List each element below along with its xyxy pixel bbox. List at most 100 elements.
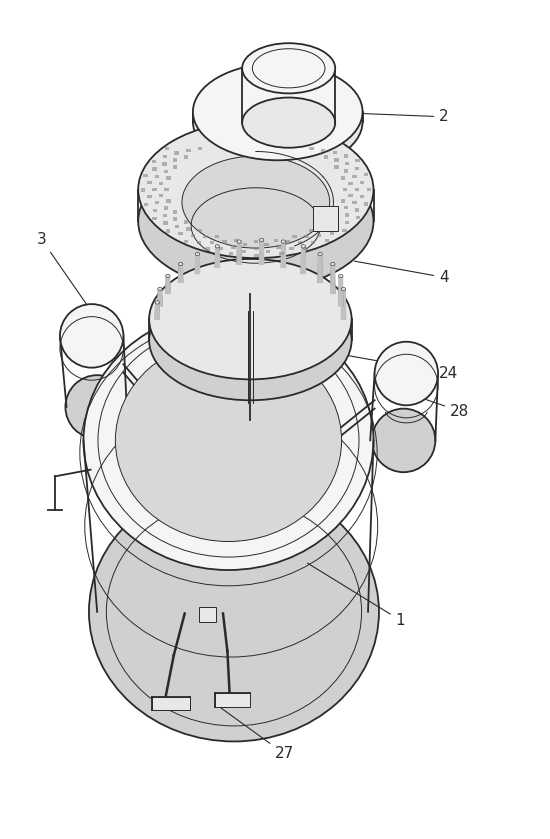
Ellipse shape: [318, 253, 322, 256]
Ellipse shape: [301, 245, 305, 248]
Bar: [205, 248, 210, 251]
Ellipse shape: [375, 341, 438, 405]
Bar: [329, 232, 334, 235]
Bar: [334, 165, 339, 169]
Ellipse shape: [166, 274, 170, 278]
Ellipse shape: [65, 375, 129, 439]
Bar: [323, 155, 328, 159]
Ellipse shape: [193, 73, 362, 170]
Bar: [203, 235, 207, 238]
Bar: [355, 208, 359, 211]
Polygon shape: [215, 247, 219, 268]
Bar: [152, 697, 190, 710]
Bar: [310, 147, 314, 150]
Text: 2: 2: [340, 109, 449, 124]
Ellipse shape: [155, 300, 160, 304]
Polygon shape: [155, 302, 160, 319]
Bar: [314, 206, 338, 232]
Bar: [164, 169, 168, 173]
Text: 3: 3: [37, 232, 101, 326]
Ellipse shape: [149, 259, 351, 379]
Ellipse shape: [342, 288, 346, 291]
Bar: [147, 195, 152, 199]
Bar: [356, 216, 360, 220]
Ellipse shape: [372, 409, 436, 472]
Bar: [345, 162, 349, 165]
Bar: [175, 225, 179, 228]
Bar: [173, 165, 178, 169]
Polygon shape: [331, 264, 335, 294]
Bar: [200, 607, 216, 622]
Bar: [321, 149, 326, 152]
Bar: [155, 201, 160, 205]
Bar: [334, 217, 339, 221]
Bar: [234, 238, 238, 242]
Bar: [265, 243, 269, 247]
Bar: [186, 149, 190, 152]
Ellipse shape: [193, 63, 362, 160]
Bar: [167, 176, 171, 180]
Bar: [310, 228, 314, 232]
Bar: [345, 213, 349, 216]
Bar: [303, 247, 307, 250]
Ellipse shape: [331, 263, 335, 266]
Bar: [364, 202, 368, 206]
Bar: [219, 247, 223, 250]
Bar: [254, 240, 258, 243]
Ellipse shape: [260, 238, 264, 242]
Bar: [305, 235, 309, 238]
Bar: [243, 243, 248, 247]
Bar: [334, 211, 339, 214]
Text: 27: 27: [220, 707, 294, 762]
Bar: [242, 250, 246, 253]
Bar: [266, 250, 271, 253]
Polygon shape: [178, 264, 183, 283]
Bar: [317, 234, 321, 237]
Polygon shape: [342, 289, 346, 319]
Bar: [289, 247, 294, 250]
Bar: [254, 253, 258, 257]
Bar: [348, 194, 353, 197]
Bar: [178, 232, 183, 236]
Bar: [186, 227, 191, 231]
Bar: [229, 252, 233, 255]
Bar: [344, 206, 348, 210]
Ellipse shape: [178, 263, 183, 266]
Bar: [333, 151, 337, 154]
Bar: [173, 211, 178, 214]
Bar: [353, 201, 357, 204]
Ellipse shape: [195, 253, 200, 256]
Bar: [285, 240, 290, 243]
Bar: [333, 225, 337, 228]
Bar: [367, 188, 371, 191]
Bar: [152, 168, 157, 171]
Bar: [165, 147, 169, 150]
Bar: [144, 203, 148, 206]
Bar: [141, 188, 145, 191]
Ellipse shape: [116, 339, 342, 541]
Polygon shape: [195, 254, 200, 274]
Bar: [152, 188, 157, 191]
Bar: [198, 147, 202, 150]
Bar: [184, 155, 188, 159]
Bar: [342, 229, 346, 232]
Ellipse shape: [84, 310, 373, 570]
Bar: [232, 245, 236, 248]
Polygon shape: [318, 254, 322, 283]
Polygon shape: [281, 242, 285, 268]
Bar: [215, 693, 250, 707]
Bar: [162, 163, 167, 166]
Bar: [184, 240, 188, 242]
Polygon shape: [260, 240, 264, 264]
Ellipse shape: [339, 274, 343, 278]
Bar: [341, 200, 345, 203]
Ellipse shape: [138, 121, 373, 258]
Ellipse shape: [281, 240, 285, 243]
Ellipse shape: [89, 482, 379, 742]
Bar: [344, 221, 349, 224]
Bar: [341, 176, 345, 180]
Ellipse shape: [182, 156, 329, 248]
Polygon shape: [158, 289, 162, 306]
Bar: [273, 238, 278, 242]
Bar: [191, 234, 195, 237]
